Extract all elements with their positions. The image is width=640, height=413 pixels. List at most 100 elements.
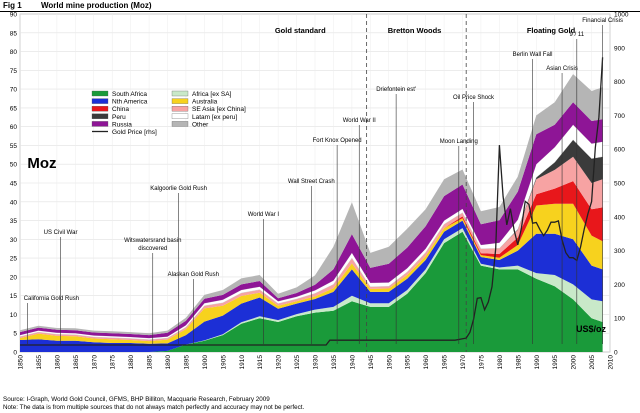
annotation: Witswatersrand basin discovered	[124, 238, 181, 344]
annotation-label: Driefontein est'	[376, 87, 416, 93]
x-tick-label: 1935	[331, 355, 338, 370]
accuracy-note: Note: The data is from multiple sources …	[3, 404, 305, 411]
legend-swatch	[171, 113, 189, 119]
x-tick-label: 2010	[608, 355, 615, 370]
legend-swatch	[91, 90, 109, 97]
annotation: World War II	[343, 118, 376, 344]
area-se-asia-ex-china-	[20, 156, 603, 342]
annotation: World War I	[248, 212, 280, 344]
x-tick-label: 1950	[386, 355, 393, 370]
figure-title: Fig 1 World mine production (Moz)	[3, 1, 152, 10]
y-tick-label: 85	[10, 30, 18, 37]
y2-tick-label: 200	[614, 282, 625, 289]
annotation-label: Asian Crisis	[546, 66, 578, 72]
y2-tick-label: 700	[614, 113, 625, 120]
legend-swatch	[91, 106, 109, 112]
legend-label: Nth America	[112, 99, 148, 106]
annotation: California Gold Rush	[24, 296, 79, 344]
y2-tick-label: 100	[614, 316, 625, 323]
y-tick-label: 45	[10, 181, 18, 188]
legend-label: SE Asia [ex China]	[192, 106, 246, 113]
y2-tick-label: 800	[614, 79, 625, 86]
legend-swatch	[91, 98, 109, 104]
legend-label: Russia	[112, 121, 132, 128]
annotation: Berlin Wall Fall	[513, 52, 552, 344]
x-tick-label: 1945	[368, 355, 375, 370]
legend-swatch	[171, 106, 189, 112]
x-tick-label: 1895	[183, 355, 190, 370]
annotation-label: World War II	[343, 118, 376, 124]
gold-price-line	[20, 57, 604, 346]
y-tick-label: 30	[10, 237, 18, 244]
y2-tick-label: 500	[614, 181, 625, 188]
x-tick-label: 1870	[91, 355, 98, 370]
y-tick-label: 75	[10, 68, 18, 75]
annotation: Financial Crisis	[582, 18, 623, 344]
y2-tick-label: 300	[614, 248, 625, 255]
period-label: Floating Gold	[527, 26, 576, 35]
legend-swatch	[171, 121, 189, 127]
annotation-label: Witswatersrand basin	[124, 238, 181, 244]
figure-title-text: World mine production (Moz)	[41, 1, 152, 10]
area-china	[20, 181, 603, 342]
legend-swatch	[171, 90, 189, 97]
y-tick-label: 0	[13, 350, 17, 357]
annotation: 9 / 11	[570, 32, 585, 344]
annotation-label: California Gold Rush	[24, 296, 79, 302]
y2-tick-label: 0	[614, 350, 618, 357]
x-tick-label: 1920	[276, 355, 283, 370]
x-tick-label: 1855	[36, 355, 43, 370]
area-south-africa	[20, 231, 603, 352]
legend-swatch	[91, 113, 109, 119]
y2-tick-label: 600	[614, 147, 625, 154]
annotation: Asian Crisis	[546, 66, 578, 344]
x-tick-label: 1910	[239, 355, 246, 370]
legend-label: South Africa	[112, 91, 147, 98]
source-note: Source: I-Graph, World Gold Council, GFM…	[3, 396, 270, 403]
annotation-label: World War I	[248, 212, 280, 218]
y-tick-label: 10	[10, 312, 18, 319]
x-tick-label: 1850	[18, 355, 25, 370]
right-axis-label: US$/oz	[576, 324, 607, 334]
x-tick-label: 1955	[405, 355, 412, 370]
annotation-label: Wall Street Crash	[288, 179, 335, 185]
y2-tick-label: 1000	[614, 12, 629, 19]
legend-label: China	[112, 106, 129, 113]
period-label: Gold standard	[275, 26, 326, 35]
period-label: Bretton Woods	[388, 26, 442, 35]
legend-label: Latam [ex peru]	[192, 114, 237, 121]
annotation-label: Alaskan Gold Rush	[168, 272, 219, 278]
x-tick-label: 1905	[220, 355, 227, 370]
title-rule	[0, 11, 640, 12]
legend-label: Other	[192, 121, 209, 128]
annotation: Wall Street Crash	[288, 179, 335, 344]
x-tick-label: 1975	[478, 355, 485, 370]
x-tick-label: 1915	[257, 355, 264, 370]
y-tick-label: 25	[10, 256, 18, 263]
x-tick-label: 1980	[497, 355, 504, 370]
x-tick-label: 1925	[294, 355, 301, 370]
y-tick-label: 60	[10, 124, 18, 131]
annotation: US Civil War	[44, 230, 77, 344]
annotation-label: discovered	[138, 246, 167, 252]
y-tick-label: 70	[10, 87, 18, 94]
y-tick-label: 90	[10, 12, 18, 19]
x-tick-label: 1860	[54, 355, 61, 370]
annotation-label: Moon Landing	[440, 139, 478, 145]
y-tick-label: 55	[10, 143, 18, 150]
annotation-label: Kalgoorlie Gold Rush	[150, 186, 207, 192]
x-tick-label: 1890	[165, 355, 172, 370]
y-tick-label: 20	[10, 274, 18, 281]
annotation-label: 9 / 11	[570, 32, 585, 38]
x-tick-label: 1875	[110, 355, 117, 370]
x-tick-label: 1865	[73, 355, 80, 370]
annotation: Moon Landing	[440, 139, 478, 344]
annotation-label: Oil Price Shock	[453, 95, 495, 101]
legend-label: Africa [ex SA]	[192, 91, 232, 98]
x-tick-label: 1995	[552, 355, 559, 370]
y-tick-label: 5	[13, 331, 17, 338]
y-tick-label: 80	[10, 49, 18, 56]
